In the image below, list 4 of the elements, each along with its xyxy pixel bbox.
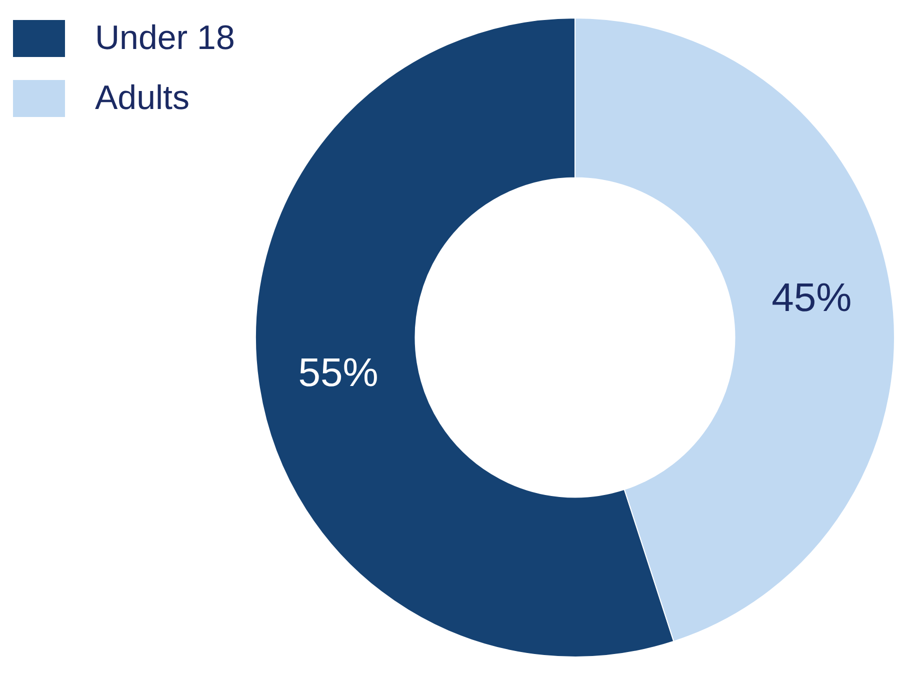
data-label: 45% <box>772 276 852 320</box>
data-label: 55% <box>298 351 378 396</box>
legend-label: Under 18 <box>95 18 235 58</box>
legend-label: Adults <box>95 78 190 118</box>
